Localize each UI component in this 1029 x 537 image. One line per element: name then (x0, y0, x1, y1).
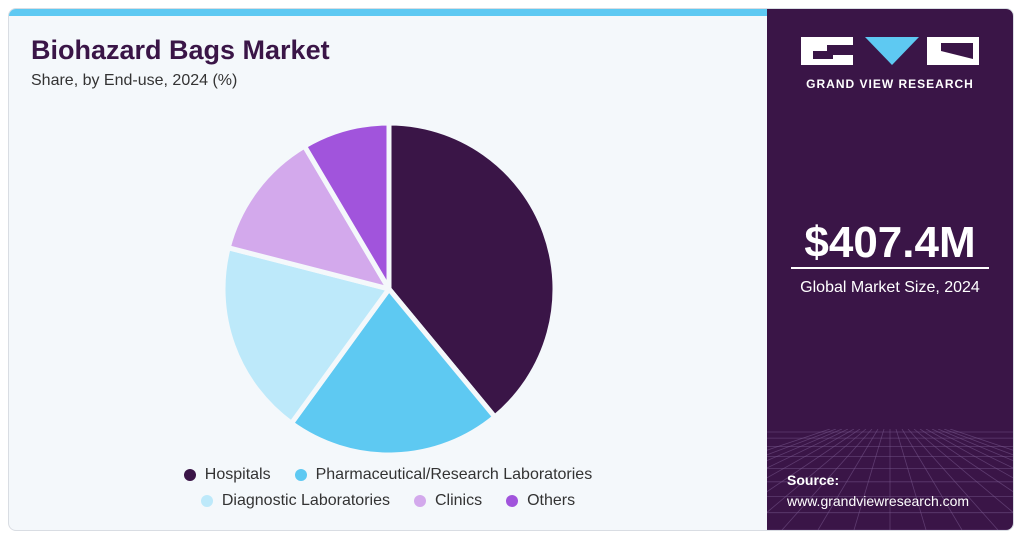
legend-swatch-diagnostic-laboratories (200, 495, 213, 507)
source-block: Source: www.grandviewresearch.com (787, 470, 969, 512)
grid-line (767, 429, 843, 461)
market-size-panel: GRAND VIEW RESEARCH $407.4M Global Marke… (767, 9, 1013, 530)
grid-line (913, 429, 1013, 513)
legend-swatch-clinics (413, 495, 426, 507)
chart-area: Biohazard Bags Market Share, by End-use,… (9, 9, 767, 530)
legend-row: Hospitals Pharmaceutical/Research Labora… (9, 466, 767, 484)
legend-swatch-pharmaceutical-research-laboratories (294, 469, 307, 481)
legend-swatch-hospitals (183, 469, 196, 481)
legend-row: Diagnostic Laboratories Clinics Others (9, 492, 767, 510)
accent-bar (9, 9, 767, 16)
legend-label-others: Others (527, 492, 576, 509)
grid-line (925, 429, 1013, 479)
grid-line (907, 429, 999, 530)
grid-line (949, 429, 1013, 451)
chart-card: Biohazard Bags Market Share, by End-use,… (8, 8, 1014, 531)
legend-item-pharmaceutical-research-laboratories: Pharmaceutical/Research Laboratories (294, 466, 593, 484)
grid-line (767, 429, 861, 493)
grid-line (919, 429, 1013, 493)
pie-slice-others (302, 120, 392, 292)
grid-decoration (767, 429, 1013, 530)
grid-line (767, 429, 837, 456)
legend-item-diagnostic-laboratories: Diagnostic Laboratories (200, 492, 390, 510)
legend-swatch-others (506, 495, 519, 507)
pie-slice-hospitals (386, 120, 558, 420)
legend-label-hospitals: Hospitals (204, 466, 271, 483)
legend-item-others: Others (506, 492, 575, 510)
brand-name: GRAND VIEW RESEARCH (806, 77, 974, 91)
chart-legend: Hospitals Pharmaceutical/Research Labora… (9, 466, 767, 518)
market-size-value: $407.4M (804, 218, 976, 267)
grid-line (943, 429, 1013, 456)
legend-item-clinics: Clinics (413, 492, 483, 510)
grid-line (767, 429, 867, 513)
grid-line (895, 429, 927, 530)
grid-line (937, 429, 1013, 461)
pie-slice-diagnostic-laboratories (220, 245, 392, 426)
gvr-logo-icon (801, 37, 979, 65)
grid-line (853, 429, 885, 530)
chart-subtitle: Share, by End-use, 2024 (%) (31, 72, 238, 89)
pie-chart (220, 120, 558, 458)
grid-line (931, 429, 1013, 469)
pie-slice-pharmaceutical-research-laboratories (288, 286, 498, 458)
pie-slice-clinics (225, 143, 392, 292)
grid-line (767, 429, 849, 469)
grid-line (767, 429, 855, 479)
legend-label-pharmaceutical-research-laboratories: Pharmaceutical/Research Laboratories (315, 466, 593, 483)
legend-label-diagnostic-laboratories: Diagnostic Laboratories (221, 492, 390, 509)
grid-line (901, 429, 963, 530)
grid-line (817, 429, 879, 530)
divider (791, 267, 989, 269)
legend-item-hospitals: Hospitals (183, 466, 271, 484)
source-url[interactable]: www.grandviewresearch.com (787, 493, 970, 509)
grid-line (767, 429, 831, 451)
chart-title: Biohazard Bags Market (31, 35, 330, 65)
grid-line (781, 429, 873, 530)
market-size-label: Global Market Size, 2024 (800, 279, 980, 296)
legend-label-clinics: Clinics (434, 492, 483, 509)
source-label: Source: (787, 472, 840, 488)
